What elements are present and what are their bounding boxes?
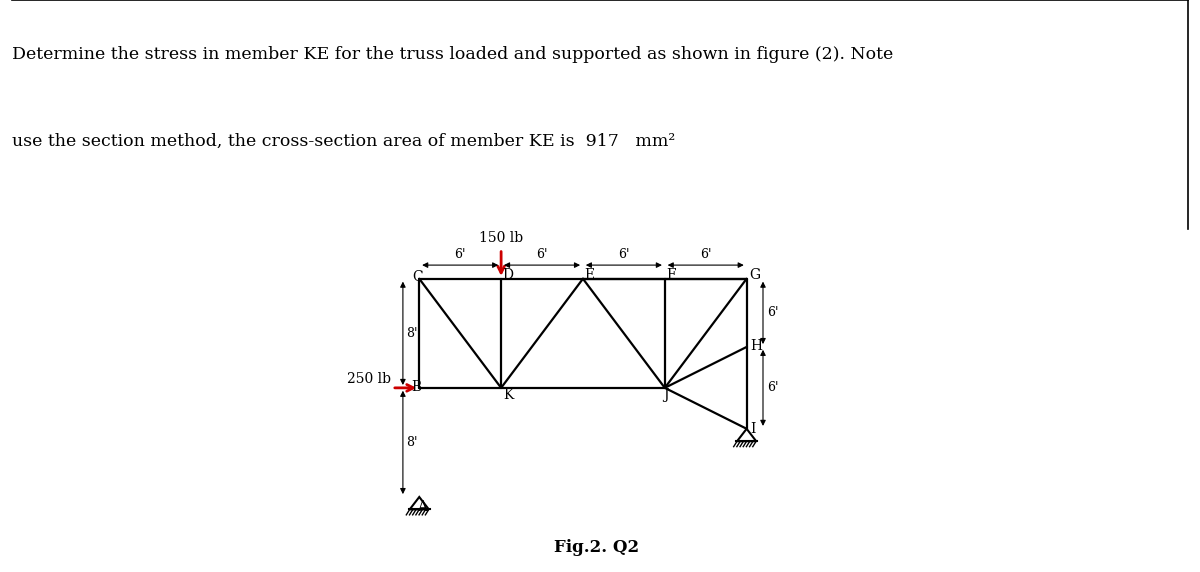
Text: D: D	[503, 268, 514, 283]
Text: Determine the stress in member KE for the truss loaded and supported as shown in: Determine the stress in member KE for th…	[12, 46, 893, 63]
Text: Fig.2. Q2: Fig.2. Q2	[554, 539, 640, 555]
Text: 6': 6'	[700, 248, 712, 261]
Text: 8': 8'	[407, 436, 418, 449]
Text: K: K	[503, 388, 514, 402]
Text: B: B	[412, 380, 422, 394]
Text: 6': 6'	[767, 307, 779, 319]
Text: 6': 6'	[455, 248, 466, 261]
Text: J: J	[662, 388, 668, 402]
Text: A: A	[418, 499, 427, 514]
Text: 250 lb: 250 lb	[347, 372, 391, 386]
Text: 6': 6'	[767, 382, 779, 394]
Text: I: I	[750, 423, 756, 436]
Text: use the section method, the cross-section area of member KE is  917   mm²: use the section method, the cross-sectio…	[12, 133, 676, 150]
Text: G: G	[749, 268, 761, 283]
Text: E: E	[584, 268, 594, 283]
Text: F: F	[666, 268, 676, 283]
Text: C: C	[412, 269, 422, 284]
Text: 6': 6'	[536, 248, 547, 261]
Text: 8': 8'	[407, 327, 418, 340]
Text: H: H	[750, 339, 762, 353]
Text: 6': 6'	[618, 248, 630, 261]
Text: 150 lb: 150 lb	[479, 231, 523, 245]
